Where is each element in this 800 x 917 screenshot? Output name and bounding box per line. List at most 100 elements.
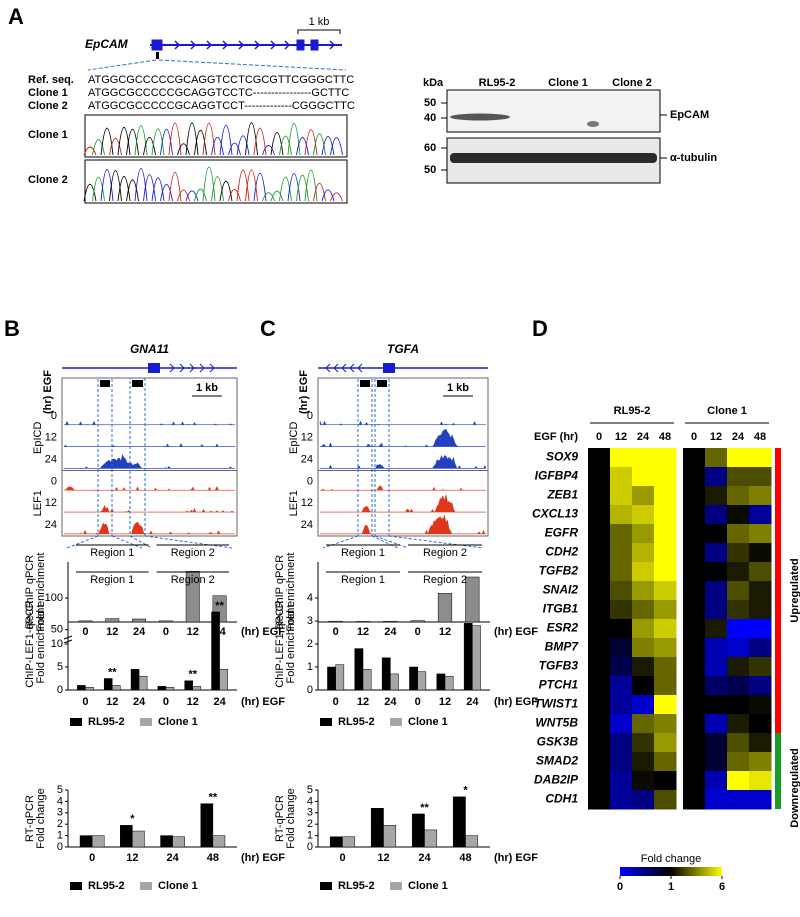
x-tick-label: 12 [187,626,199,638]
y-axis-label: Fold enrichment [35,605,47,684]
trace-peak [92,176,105,202]
x-axis-label: (hr) EGF [494,696,538,708]
significance: ** [188,669,197,681]
heat-cell [654,448,677,468]
bar [370,807,384,848]
trace-peak [262,192,275,202]
heat-cell [727,638,750,658]
x-tick-label: 24 [213,696,226,708]
heat-cell [610,790,633,810]
heat-cell [749,638,772,658]
trace-peak [109,170,122,202]
trace-peak [211,176,224,202]
legend-label: Clone 1 [158,880,198,892]
heat-cell [588,448,611,468]
track-axis: (hr) EGF [42,370,54,414]
heat-cell [749,448,772,468]
heat-cell [727,752,750,772]
heat-cell [610,581,633,601]
heat-cell [632,657,655,677]
gene-arrow [169,363,175,373]
heat-cell [727,771,750,791]
y-tick-label: 3 [307,807,313,819]
region-zoom [322,535,399,549]
heat-cell [749,752,772,772]
track-signal [63,504,236,513]
x-tick-label: 24 [133,696,146,708]
trace-peak [177,143,190,156]
y-tick-label: 100 [45,592,63,604]
bar [184,680,193,691]
gene-arrow [349,363,355,373]
heat-cell [705,676,728,696]
heat-cell [705,771,728,791]
trace-peak [177,189,190,202]
bar [157,686,167,691]
trace-peak [117,127,131,156]
bar [409,666,418,691]
x-tick-label: 12 [106,626,118,638]
heat-cell [632,486,655,506]
group-label: Clone 1 [707,405,747,417]
trace-peak [160,183,173,202]
chromatogram-box [84,114,348,158]
heat-cell [705,714,728,734]
trace-peak [270,132,284,156]
heat-cell [610,619,633,639]
gene-name: TGFA [387,342,419,356]
heat-cell [588,714,611,734]
bar [138,675,148,691]
bar [436,673,446,691]
heat-cell [588,543,611,563]
heat-cell [683,657,706,677]
blot-band [450,153,657,163]
row-label: ZEB1 [546,488,578,502]
heat-cell [749,562,772,582]
group-label: Region 1 [341,574,385,586]
trace-peak [245,122,258,156]
heat-cell [588,581,611,601]
track-time: 12 [301,497,313,509]
region-mark [100,380,110,387]
track-box [317,377,489,537]
heat-cell [705,638,728,658]
row-label: EGFR [545,526,579,540]
sequence-name: Clone 1 [28,87,68,99]
trace-peak [134,168,148,202]
row-label: PTCH1 [539,678,579,692]
column-label: 12 [615,431,627,443]
track-time: 0 [307,475,313,487]
region-box [357,377,373,537]
heat-cell [683,790,706,810]
protein-label: EpCAM [670,109,709,121]
x-tick-label: 12 [357,626,369,638]
heat-cell [705,695,728,715]
heat-cell [705,505,728,525]
heat-cell [654,752,677,772]
trace-peak [313,133,326,156]
group-label: Region 1 [90,574,134,586]
track-box [61,377,238,537]
heat-cell [683,695,706,715]
heat-cell [654,657,677,677]
trace-peak [236,169,250,202]
y-tick-label: 0 [307,841,313,853]
row-label: ITGB1 [543,602,579,616]
legend-label: RL95-2 [88,880,125,892]
heat-cell [705,733,728,753]
trace-peak [253,173,267,202]
column-label: 0 [596,431,602,443]
track-time: 12 [301,432,313,444]
legend-swatch [390,718,402,726]
significance: ** [420,802,429,814]
heat-cell [632,733,655,753]
track-time: 0 [51,410,57,422]
heat-cell [610,600,633,620]
heat-cell [749,467,772,487]
trace-peak [330,137,343,156]
heat-cell [727,695,750,715]
significance: ** [209,792,218,804]
bar [355,621,371,623]
blot-unit: kDa [423,77,444,89]
